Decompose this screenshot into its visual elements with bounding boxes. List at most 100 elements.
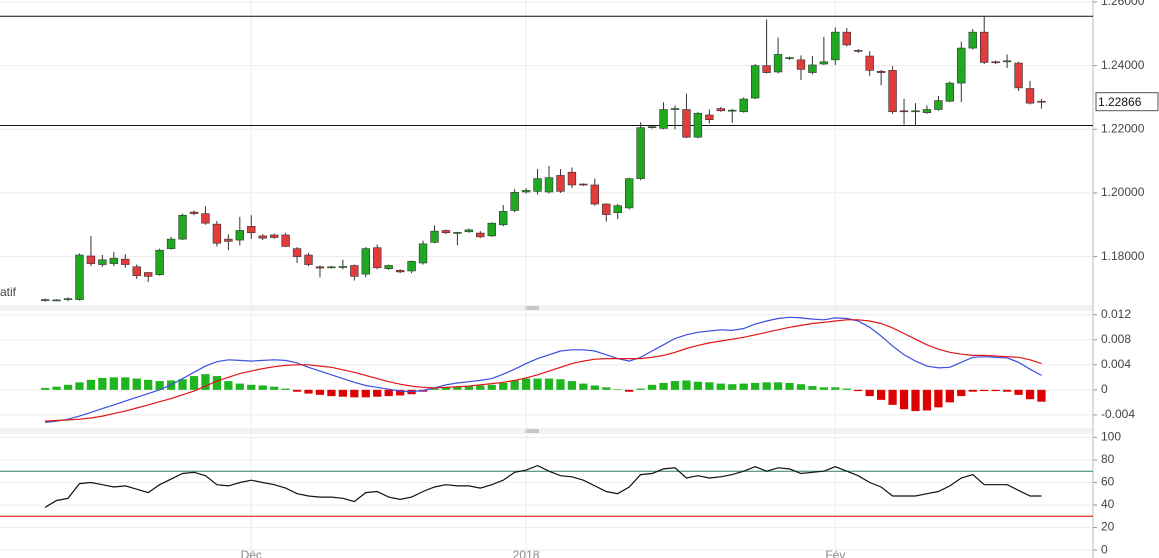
histogram-bar — [109, 377, 118, 390]
candle-body — [945, 82, 955, 102]
candle-body — [705, 114, 714, 121]
histogram-bar — [773, 382, 783, 390]
candle-body — [201, 213, 210, 224]
histogram-bar — [751, 382, 760, 390]
y-tick-label: 0.008 — [1101, 332, 1131, 346]
candle-body — [487, 222, 496, 237]
candle-body — [212, 223, 222, 244]
y-tick-label: 40 — [1101, 497, 1115, 511]
histogram-bar — [796, 384, 806, 390]
candle-body — [819, 61, 829, 65]
histogram-bar — [63, 384, 73, 390]
candle-body — [269, 234, 279, 238]
histogram-bar — [75, 382, 84, 390]
histogram-bar — [338, 389, 348, 397]
y-tick-label: 80 — [1101, 452, 1115, 466]
pane-divider[interactable] — [0, 305, 1093, 311]
histogram-bar — [121, 377, 130, 390]
candle-body — [40, 299, 50, 301]
candle-body — [430, 230, 439, 243]
candle-body — [521, 190, 531, 193]
x-tick-label: Fév — [825, 548, 845, 558]
candle-body — [361, 248, 370, 275]
x-tick-label: Déc — [241, 548, 262, 558]
candle-body — [1014, 62, 1023, 89]
histogram-bar — [281, 388, 290, 390]
candle-body — [407, 261, 416, 272]
histogram-bar — [40, 387, 50, 390]
candle-body — [533, 178, 542, 192]
histogram-bar — [441, 387, 451, 390]
histogram-bar — [808, 386, 817, 390]
candle-body — [980, 31, 989, 63]
histogram-bar — [922, 389, 932, 411]
indicator-line — [45, 316, 1042, 423]
histogram-bar — [86, 379, 96, 390]
histogram-bar — [980, 389, 989, 392]
candle-body — [121, 258, 130, 265]
histogram-bar — [911, 389, 920, 412]
histogram-bar — [132, 378, 141, 390]
histogram-bar — [877, 389, 886, 400]
candle-body — [418, 243, 428, 264]
histogram-bar — [235, 383, 244, 390]
candle-body — [831, 31, 840, 61]
y-tick-label: 100 — [1101, 430, 1121, 444]
candle-body — [224, 238, 233, 242]
candle-body — [395, 269, 405, 273]
histogram-bar — [991, 389, 1000, 392]
candle-body — [888, 70, 897, 113]
histogram-bar — [304, 389, 313, 394]
candle-body — [854, 50, 863, 52]
histogram-bar — [189, 376, 199, 390]
y-tick-label: 1.22000 — [1101, 121, 1145, 135]
histogram-bar — [430, 388, 439, 390]
histogram-bar — [934, 389, 943, 408]
histogram-bar — [327, 389, 336, 397]
y-tick-label: 60 — [1101, 475, 1115, 489]
y-tick-label: 1.20000 — [1101, 185, 1145, 199]
candle-body — [235, 230, 245, 241]
candle-body — [728, 109, 737, 112]
candle-body — [453, 232, 462, 234]
histogram-bar — [144, 379, 153, 390]
y-tick-label: 1.24000 — [1101, 58, 1145, 72]
candle-body — [590, 184, 600, 205]
histogram-bar — [945, 389, 954, 403]
candle-body — [384, 265, 393, 270]
candle-body — [464, 229, 474, 233]
y-tick-label: 20 — [1101, 520, 1115, 534]
histogram-bar — [247, 384, 256, 390]
candle-body — [934, 100, 943, 110]
candle-body — [350, 265, 359, 277]
histogram-bar — [224, 381, 233, 390]
histogram-bar — [968, 389, 977, 392]
histogram-bar — [98, 377, 107, 390]
histogram-bar — [384, 389, 393, 397]
candle-body — [968, 31, 977, 49]
candle-body — [991, 61, 1000, 64]
candle-body — [178, 214, 187, 240]
y-tick-label: 1.26000 — [1101, 0, 1145, 8]
candle-body — [1037, 100, 1046, 103]
last-price-label: 1.22866 — [1098, 95, 1142, 109]
candle-body — [785, 57, 794, 59]
pane-divider[interactable] — [0, 428, 1093, 434]
candle-body — [247, 226, 256, 234]
candle-body — [258, 235, 267, 239]
candle-body — [842, 31, 851, 46]
candle-body — [441, 230, 451, 234]
candle-body — [682, 109, 691, 138]
histogram-bar — [854, 389, 863, 392]
x-tick-label: 2018 — [513, 548, 540, 558]
histogram-bar — [201, 374, 210, 390]
histogram-bar — [762, 382, 771, 390]
candle-body — [544, 177, 554, 193]
candle-body — [613, 205, 622, 213]
candle-body — [52, 299, 61, 302]
candle-body — [86, 255, 96, 264]
candle-body — [773, 54, 783, 73]
histogram-bar — [544, 378, 554, 390]
candle-body — [567, 171, 577, 186]
candle-body — [739, 98, 748, 113]
